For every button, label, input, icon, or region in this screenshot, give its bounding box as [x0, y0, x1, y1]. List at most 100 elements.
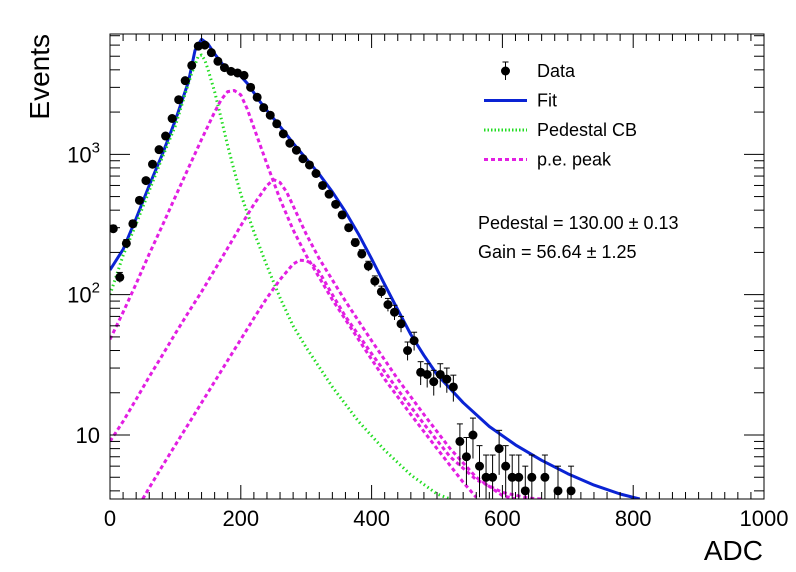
curves-layer [110, 37, 641, 499]
data-marker [200, 40, 210, 50]
data-point [488, 454, 498, 499]
data-marker [468, 430, 478, 440]
data-marker [174, 95, 184, 105]
data-point [167, 113, 177, 123]
data-point [148, 159, 158, 169]
legend-item-data: Data [501, 61, 576, 81]
data-point [475, 445, 485, 498]
data-point [115, 271, 125, 283]
data-point [455, 423, 465, 467]
data-point [324, 189, 334, 199]
data-point [134, 195, 144, 205]
data-point [494, 429, 504, 475]
legend-label: Pedestal CB [537, 120, 637, 140]
y-tick-label: 103 [67, 139, 100, 167]
x-tick-label: 0 [104, 506, 116, 531]
legend-item-pedestal-cb: Pedestal CB [484, 120, 637, 140]
data-point [318, 180, 328, 190]
data-point [553, 465, 563, 499]
data-point [291, 145, 301, 155]
data-marker [481, 472, 491, 482]
data-point [507, 454, 517, 499]
data-point [141, 176, 151, 186]
data-marker [494, 444, 504, 454]
data-marker [318, 180, 328, 190]
series-p-e-peak-2 [110, 178, 516, 499]
data-marker [128, 219, 138, 229]
data-marker [383, 300, 393, 310]
data-point [344, 223, 354, 233]
data-point [520, 465, 530, 499]
data-point [383, 297, 393, 312]
data-marker [337, 210, 347, 220]
fit-results: Pedestal = 130.00 ± 0.13 Gain = 56.64 ± 1… [478, 213, 679, 262]
legend-label: Fit [537, 91, 557, 111]
data-point [187, 60, 197, 70]
legend-item-fit: Fit [484, 91, 557, 111]
data-point [442, 367, 452, 393]
data-marker [442, 374, 452, 384]
data-marker [376, 287, 386, 297]
data-point [265, 110, 275, 120]
data-marker [239, 70, 249, 80]
x-tick-label: 800 [615, 506, 652, 531]
data-point [370, 275, 380, 287]
x-axis-label: ADC [704, 535, 763, 566]
data-point [239, 70, 249, 80]
data-point [259, 103, 269, 113]
data-point [252, 92, 262, 102]
data-marker [501, 461, 511, 471]
data-marker [252, 92, 262, 102]
data-point [311, 169, 321, 179]
data-marker [219, 63, 229, 73]
data-point [403, 341, 413, 361]
data-point [396, 315, 406, 333]
data-marker [187, 60, 197, 70]
data-marker [540, 472, 550, 482]
data-marker [121, 238, 131, 248]
data-marker [507, 472, 517, 482]
data-marker [357, 249, 367, 259]
legend-label: Data [537, 61, 576, 81]
data-point [514, 454, 524, 499]
data-point [154, 145, 164, 155]
data-marker [206, 48, 216, 58]
data-point [272, 119, 282, 129]
data-marker [272, 119, 282, 129]
series-fit [110, 37, 641, 499]
data-point [468, 417, 478, 459]
data-point [376, 285, 386, 298]
x-tick-label: 600 [484, 506, 521, 531]
data-point [206, 48, 216, 58]
data-marker [161, 131, 171, 141]
data-point [110, 224, 118, 234]
data-point [200, 40, 210, 50]
data-marker [213, 56, 223, 66]
data-marker [246, 82, 256, 92]
series-p-e-peak-1 [110, 89, 478, 499]
y-axis-label: Events [24, 34, 55, 120]
data-point [161, 131, 171, 141]
x-tick-label: 200 [222, 506, 259, 531]
data-marker [455, 436, 465, 446]
data-point [435, 363, 445, 388]
data-marker [134, 195, 144, 205]
data-point [461, 437, 471, 486]
data-point [350, 238, 360, 248]
data-point [337, 210, 347, 220]
data-point [481, 454, 491, 499]
legend-label: p.e. peak [537, 150, 612, 170]
data-marker [475, 461, 485, 471]
data-marker [396, 319, 406, 329]
data-point [409, 331, 419, 351]
data-point [174, 95, 184, 105]
legend-marker [501, 66, 510, 76]
x-tick-label: 1000 [740, 506, 789, 531]
data-point [389, 304, 399, 320]
data-point [429, 369, 439, 396]
data-marker [363, 261, 373, 271]
data-marker [448, 382, 458, 392]
data-point [540, 454, 550, 499]
data-marker [553, 486, 563, 496]
data-marker [291, 145, 301, 155]
